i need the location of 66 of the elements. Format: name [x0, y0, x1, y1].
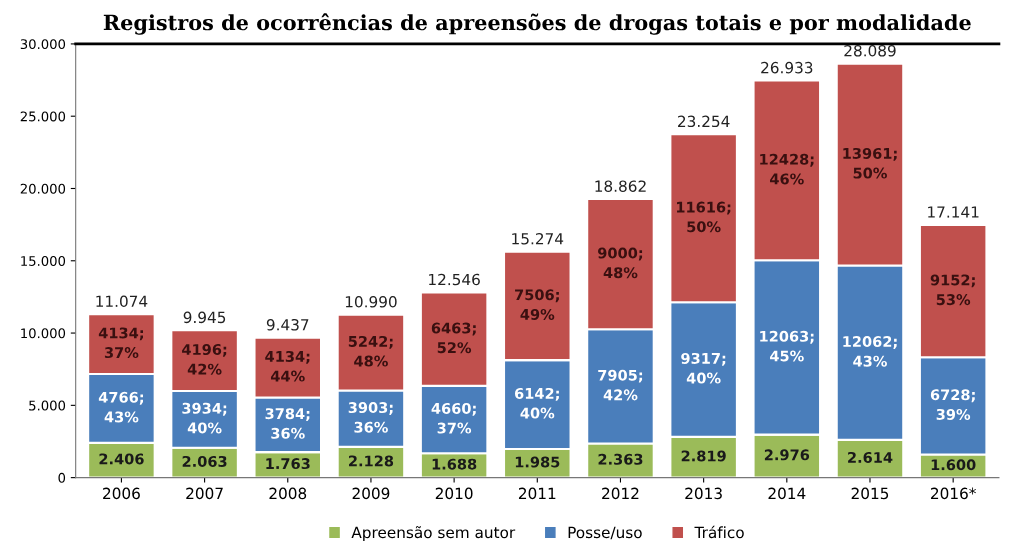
- data-label: 6463; 52%: [431, 322, 476, 354]
- annotation: 9.945: [183, 311, 226, 324]
- y-tick-label: 20.000: [20, 183, 66, 194]
- data-label: 4660; 37%: [431, 402, 476, 434]
- x-tick-label: 2016*: [931, 487, 976, 500]
- y-tick-label: 15.000: [21, 256, 66, 266]
- data-label: 6142; 40%: [514, 387, 559, 419]
- x-tick-label: 2013: [685, 487, 722, 500]
- data-label: 3784; 36%: [265, 408, 310, 439]
- annotation: 26.933: [761, 61, 813, 74]
- legend-label: Tráfico: [694, 525, 744, 539]
- data-label: 3934; 40%: [182, 402, 227, 434]
- x-tick-label: 2010: [435, 487, 473, 500]
- data-label: 1.600: [931, 459, 976, 471]
- data-label: 12428; 46%: [760, 153, 814, 185]
- data-label: 2.363: [598, 453, 643, 465]
- annotation: 11.074: [96, 295, 148, 308]
- data-label: 12063; 45%: [760, 330, 814, 362]
- data-label: 2.819: [681, 450, 726, 462]
- data-label: 7506; 49%: [515, 289, 559, 320]
- y-tick-label: 5.000: [29, 400, 66, 411]
- data-label: 7905; 42%: [598, 369, 643, 401]
- annotation: 12.546: [429, 273, 480, 286]
- data-label: 3903; 36%: [348, 402, 393, 433]
- data-label: 2.063: [182, 455, 227, 467]
- data-label: 13961; 50%: [843, 147, 897, 179]
- annotation: 23.254: [678, 115, 730, 128]
- legend-label: Posse/uso: [568, 526, 642, 540]
- x-tick-label: 2012: [602, 487, 639, 500]
- data-label: 4134; 44%: [265, 350, 310, 382]
- y-tick-label: 30.000: [20, 39, 66, 50]
- data-label: 2.976: [764, 449, 810, 461]
- annotation: 17.141: [928, 206, 979, 218]
- data-label: 2.128: [349, 455, 394, 467]
- data-label: 4134; 37%: [98, 327, 143, 359]
- data-label: 6728; 39%: [930, 389, 975, 420]
- data-label: 4766; 43%: [98, 391, 143, 423]
- chart-title: Registros de ocorrências de apreensões de drogas totais e por modalidade: [103, 13, 971, 35]
- y-tick-label: 0: [58, 472, 66, 483]
- data-label: 12062; 43%: [843, 336, 897, 367]
- data-label: 9000; 48%: [598, 247, 643, 279]
- data-label: 2.406: [99, 453, 144, 465]
- annotation: 9.437: [266, 318, 309, 331]
- annotation: 10.990: [345, 295, 397, 308]
- data-label: 5242; 48%: [348, 335, 393, 367]
- data-label: 1.688: [432, 458, 477, 470]
- x-tick-label: 2009: [352, 487, 390, 500]
- data-label: 11616; 50%: [677, 201, 731, 233]
- data-label: 9152; 53%: [930, 274, 975, 306]
- x-tick-label: 2011: [518, 487, 556, 500]
- x-tick-label: 2007: [186, 487, 223, 500]
- data-label: 4196; 42%: [182, 343, 227, 375]
- y-tick-label: 25.000: [20, 111, 66, 122]
- data-label: 9317; 40%: [681, 352, 726, 384]
- annotation: 15.274: [512, 232, 564, 245]
- data-label: 1.763: [266, 458, 310, 470]
- data-label: 1.985: [515, 456, 560, 468]
- annotation: 18.862: [595, 180, 646, 192]
- x-tick-label: 2008: [269, 487, 307, 500]
- annotation: 28.089: [844, 44, 896, 57]
- y-tick-label: 10.000: [21, 328, 66, 339]
- x-tick-label: 2006: [103, 487, 140, 500]
- x-tick-label: 2014: [768, 487, 806, 500]
- x-tick-label: 2015: [851, 487, 889, 500]
- legend-label: Apreensão sem autor: [351, 526, 516, 542]
- data-label: 2.614: [848, 451, 893, 463]
